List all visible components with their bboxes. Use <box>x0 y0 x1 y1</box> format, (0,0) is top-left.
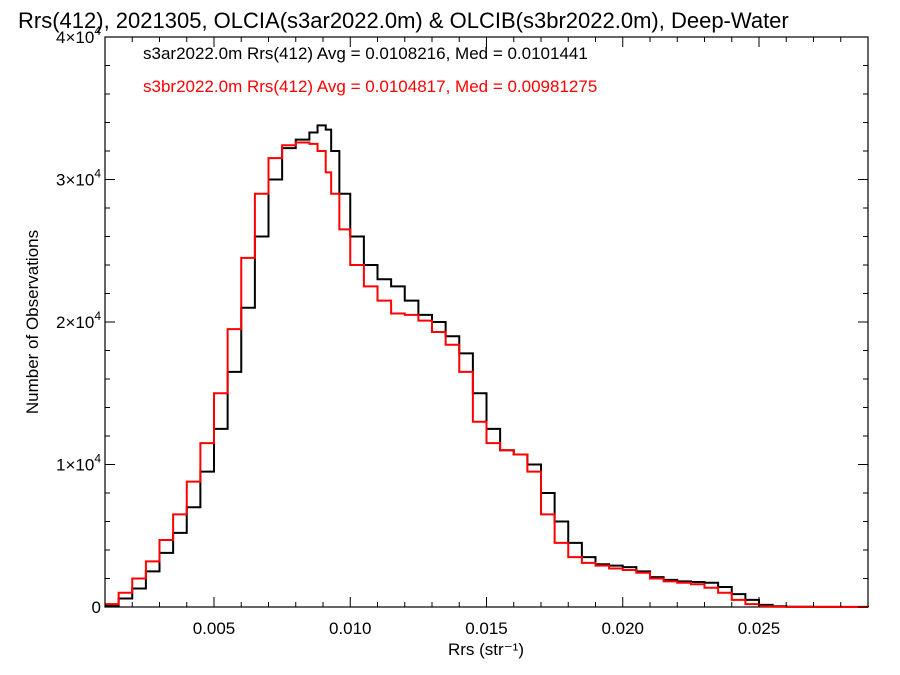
y-tick-label: 2×104 <box>56 309 101 332</box>
x-tick-label: 0.015 <box>465 619 508 638</box>
series-line-s3ar <box>105 124 869 608</box>
x-axis-label: Rrs (str⁻¹) <box>448 640 524 659</box>
plot-frame <box>104 36 869 608</box>
legend: s3ar2022.0m Rrs(412) Avg = 0.0108216, Me… <box>143 44 597 96</box>
legend-entry-s3ar: s3ar2022.0m Rrs(412) Avg = 0.0108216, Me… <box>143 44 588 63</box>
y-tick-label: 3×104 <box>56 167 101 190</box>
series-group <box>105 124 869 608</box>
y-tick-label: 0 <box>92 598 101 617</box>
chart-title: Rrs(412), 2021305, OLCIA(s3ar2022.0m) & … <box>18 8 789 33</box>
y-axis-label: Number of Observations <box>23 230 42 414</box>
x-tick-label: 0.025 <box>738 619 781 638</box>
x-axis-ticks: 0.005 0.010 0.015 0.020 0.025 <box>104 37 869 638</box>
series-line-s3br <box>105 141 868 608</box>
x-tick-label: 0.020 <box>601 619 644 638</box>
legend-entry-s3br: s3br2022.0m Rrs(412) Avg = 0.0104817, Me… <box>143 77 597 96</box>
y-tick-label: 4×104 <box>56 24 101 47</box>
x-tick-label: 0.005 <box>193 619 236 638</box>
y-axis-ticks: 0 1×104 2×104 3×104 4×104 <box>56 24 868 617</box>
y-tick-label: 1×104 <box>56 452 101 475</box>
plot-area: 0.005 0.010 0.015 0.020 0.025 0 1×104 2×104 3×1… <box>56 24 869 638</box>
x-tick-label: 0.010 <box>329 619 372 638</box>
